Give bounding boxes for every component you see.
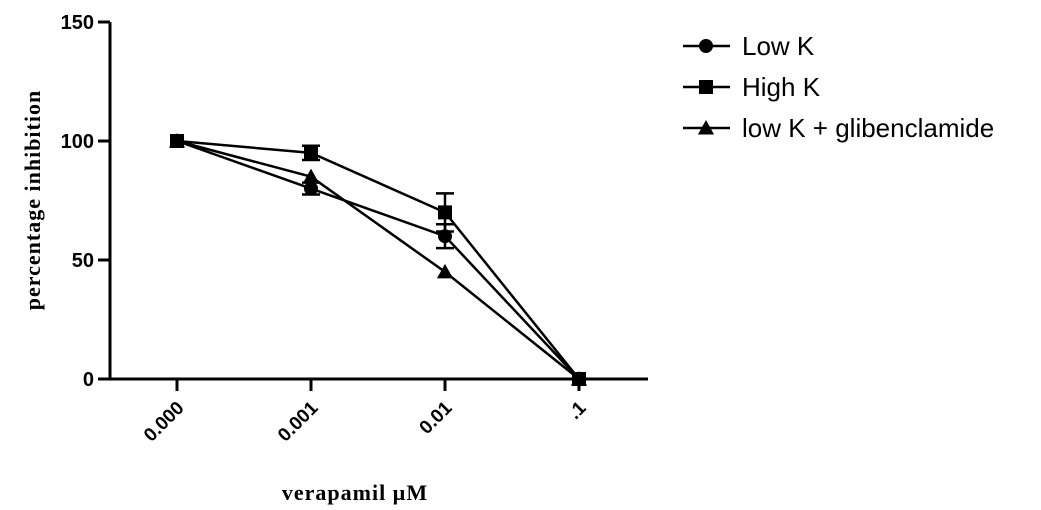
legend-label: low K + glibenclamide xyxy=(742,113,994,143)
y-tick-label: 150 xyxy=(61,12,94,34)
series-square xyxy=(170,134,586,386)
data-point xyxy=(304,146,318,160)
data-point xyxy=(437,264,453,278)
axes xyxy=(110,22,648,379)
series-triangle xyxy=(169,133,587,385)
y-tick-label: 50 xyxy=(72,250,94,272)
series-layer xyxy=(169,133,587,386)
y-axis-ticks: 0 50 100 150 xyxy=(61,12,110,391)
y-tick-label: 100 xyxy=(61,131,94,153)
x-axis-title: verapamil µM xyxy=(282,480,428,505)
y-tick-label: 0 xyxy=(83,369,94,391)
legend-entry: High K xyxy=(683,72,821,102)
legend: Low K High K low K + glibenclamide xyxy=(683,31,994,143)
series-line xyxy=(177,141,579,379)
legend-entry: low K + glibenclamide xyxy=(683,113,994,143)
x-tick-label: .1 xyxy=(564,397,590,423)
series-line xyxy=(177,141,579,379)
y-axis-title: percentage inhibition xyxy=(20,90,45,310)
data-point xyxy=(438,205,452,219)
legend-label: Low K xyxy=(742,31,815,61)
series-line xyxy=(177,141,579,379)
x-axis-ticks: 0.000 0.001 0.01 .1 xyxy=(140,379,591,446)
legend-entry: Low K xyxy=(683,31,815,61)
x-tick-label: 0.000 xyxy=(140,398,188,446)
x-tick-label: 0.001 xyxy=(274,397,323,446)
legend-marker xyxy=(699,80,713,94)
series-circle xyxy=(170,134,586,386)
legend-marker xyxy=(699,39,713,53)
data-point xyxy=(304,182,318,196)
legend-label: High K xyxy=(742,72,821,102)
x-tick-label: 0.01 xyxy=(416,397,457,438)
